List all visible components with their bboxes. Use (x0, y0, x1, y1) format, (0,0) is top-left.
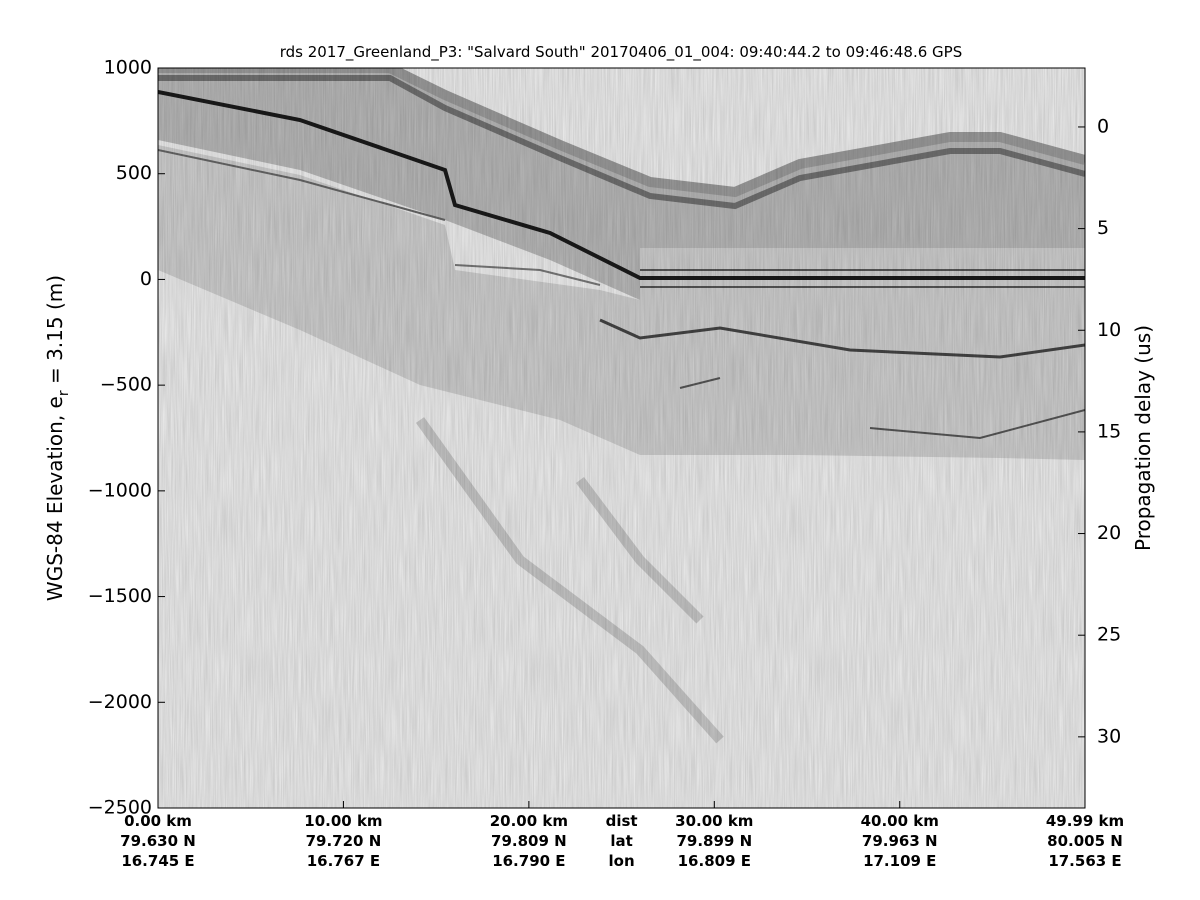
x-row-label: 79.720 N (306, 832, 382, 850)
y-tick-label: 1000 (104, 57, 152, 79)
x-row-label: 79.809 N (491, 832, 567, 850)
x-row-name: lat (610, 832, 632, 850)
x-row-label: 79.899 N (676, 832, 752, 850)
x-row-label: 17.109 E (863, 852, 936, 870)
y2-tick-label: 20 (1097, 522, 1121, 544)
y2-tick-label: 5 (1097, 217, 1109, 239)
y2-tick-label: 30 (1097, 725, 1121, 747)
x-row-label: 79.630 N (120, 832, 196, 850)
x-tick-label: 49.99 km (1046, 812, 1124, 830)
y-label-part: = 3.15 (m) (43, 275, 67, 390)
y-tick-label: 0 (140, 268, 152, 290)
y-tick-label: −2500 (88, 797, 152, 819)
y2-tick-label: 15 (1097, 420, 1121, 442)
y-tick-label: −1500 (88, 585, 152, 607)
chart-title: rds 2017_Greenland_P3: "Salvard South" 2… (280, 43, 963, 62)
x-row-label: 16.745 E (121, 852, 194, 870)
y2-tick-label: 0 (1097, 115, 1109, 137)
x-row-name: lon (609, 852, 635, 870)
x-row-label: 79.963 N (862, 832, 938, 850)
y-axis-label: WGS-84 Elevation, er = 3.15 (m) (43, 275, 72, 601)
x-row-label: 16.767 E (307, 852, 380, 870)
x-tick-label: 10.00 km (304, 812, 382, 830)
y2-axis-label: Propagation delay (us) (1131, 325, 1155, 551)
x-tick-label: 30.00 km (675, 812, 753, 830)
x-row-label: 17.563 E (1048, 852, 1121, 870)
x-tick-label: 20.00 km (490, 812, 568, 830)
x-row-label: 16.809 E (678, 852, 751, 870)
x-row-name: dist (606, 812, 638, 830)
x-tick-label: 0.00 km (124, 812, 192, 830)
echogram (158, 68, 1085, 808)
y-label-part: WGS-84 Elevation, e (43, 396, 67, 601)
x-tick-label: 40.00 km (861, 812, 939, 830)
x-row-label: 16.790 E (492, 852, 565, 870)
y2-tick-label: 25 (1097, 624, 1121, 646)
y-label-sub: r (56, 390, 72, 396)
plot-frame (157, 67, 1086, 809)
y-tick-label: 500 (116, 162, 152, 184)
y-tick-label: −1000 (88, 479, 152, 501)
y2-tick-label: 10 (1097, 319, 1121, 341)
x-row-label: 80.005 N (1047, 832, 1123, 850)
y-tick-label: −2000 (88, 691, 152, 713)
y-tick-label: −500 (100, 374, 152, 396)
